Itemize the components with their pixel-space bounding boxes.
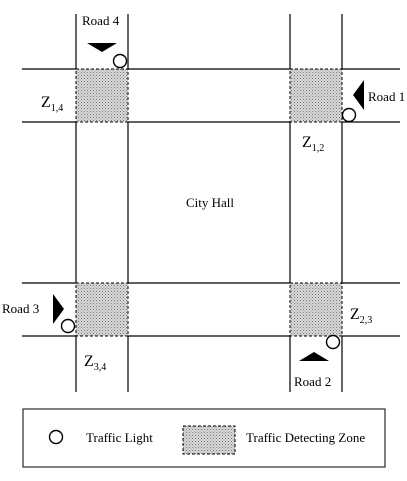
legend-detecting-zone-label: Traffic Detecting Zone [246, 430, 365, 445]
road-2-direction-arrow-icon [299, 352, 329, 361]
road-1-direction-arrow-icon [353, 80, 364, 110]
road-4-label: Road 4 [82, 13, 120, 28]
city-hall-label: City Hall [186, 195, 234, 210]
road-2-label: Road 2 [294, 374, 331, 389]
zone-2-3 [289, 282, 343, 337]
road-3-label: Road 3 [2, 301, 39, 316]
traffic-light-road-4-icon [112, 53, 128, 69]
traffic-light-road-2-icon [325, 334, 341, 350]
zone-1-2-label: Z1,2 [302, 134, 324, 154]
zone-1-4 [75, 68, 129, 123]
road-lines [22, 14, 400, 392]
zone-2-3-label: Z2,3 [350, 306, 372, 326]
road-3-direction-arrow-icon [53, 294, 64, 324]
road-1-label: Road 1 [368, 89, 405, 104]
traffic-light-road-1-icon [341, 107, 357, 123]
legend: Traffic Light Traffic Detecting Zone [22, 408, 386, 468]
zone-3-4 [75, 282, 129, 337]
zone-1-4-label: Z1,4 [41, 94, 63, 114]
legend-traffic-light-label: Traffic Light [86, 430, 153, 445]
legend-detecting-zone-swatch [182, 425, 236, 455]
zone-1-2 [289, 68, 343, 123]
legend-traffic-light-icon [48, 429, 64, 445]
zone-3-4-label: Z3,4 [84, 353, 106, 373]
traffic-light-road-3-icon [60, 318, 76, 334]
road-4-direction-arrow-icon [87, 43, 117, 52]
